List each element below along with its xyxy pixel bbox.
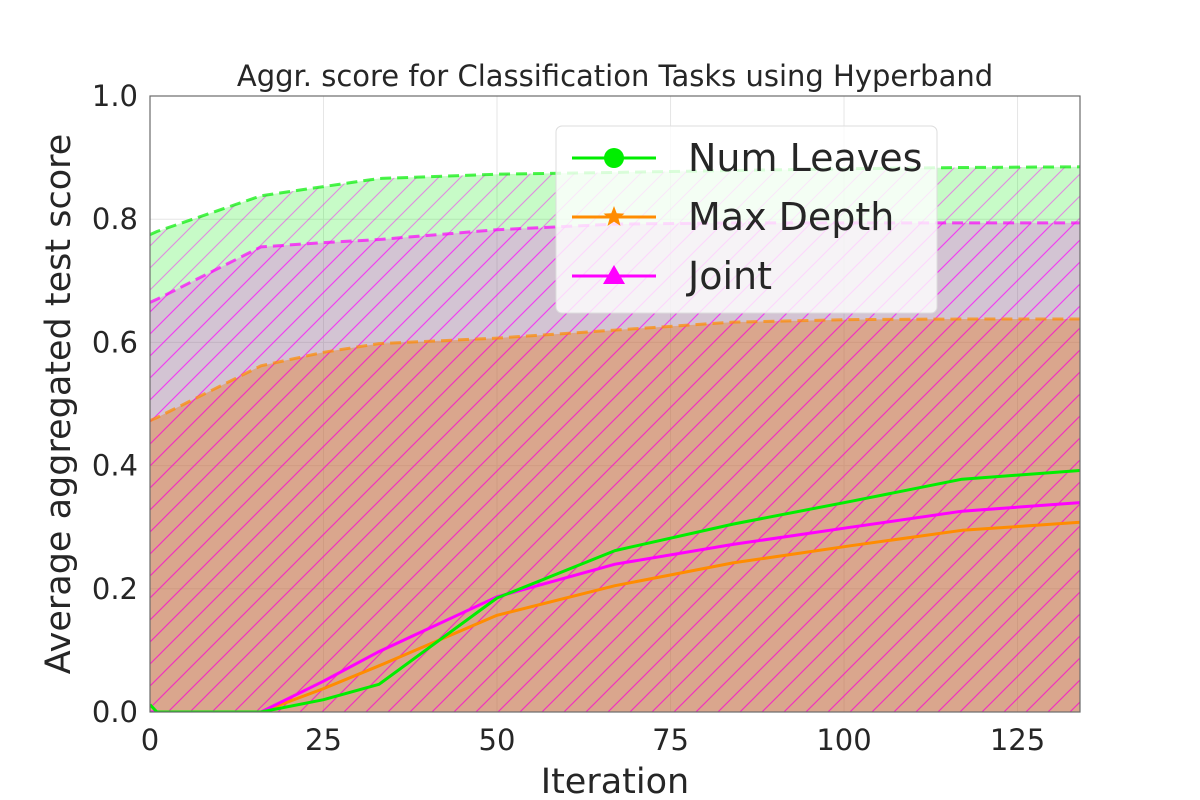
mean-lines: [150, 469, 1080, 712]
x-tick-label: 25: [305, 723, 342, 757]
plot-frame: [149, 95, 1081, 713]
legend: Num Leaves Max Depth Joint: [555, 125, 938, 314]
mean-line-num-leaves: [150, 469, 1080, 712]
legend-marker-max-depth: [603, 206, 625, 226]
x-tick-label: 75: [652, 723, 689, 757]
y-tick-label: 0.0: [92, 695, 138, 729]
mean-line-max-depth: [150, 520, 1080, 712]
y-tick-label: 1.0: [92, 79, 138, 113]
legend-label-joint: Joint: [686, 254, 772, 298]
legend-label-num-leaves: Num Leaves: [688, 136, 922, 180]
x-tick-label: 50: [479, 723, 516, 757]
x-tick-label: 100: [816, 723, 871, 757]
y-axis-label: Average aggregated test score: [39, 134, 79, 675]
y-tick-label: 0.6: [92, 325, 138, 359]
upper-line-max-depth: [150, 317, 1080, 422]
y-tick-label: 0.2: [92, 572, 138, 606]
x-axis: 0 25 50 75 100 125: [141, 723, 1045, 757]
chart-title: Aggr. score for Classification Tasks usi…: [237, 59, 993, 93]
band-hatch-max-depth: [150, 319, 1080, 712]
legend-marker-joint: [603, 265, 625, 284]
y-axis: 0.0 0.2 0.4 0.6 0.8 1.0: [92, 79, 138, 729]
legend-marker-num-leaves: [604, 148, 624, 168]
legend-label-max-depth: Max Depth: [688, 195, 894, 239]
x-axis-label: Iteration: [541, 762, 689, 800]
y-tick-label: 0.4: [92, 449, 138, 483]
x-tick-label: 125: [990, 723, 1045, 757]
legend-box: [555, 125, 938, 314]
band-overlap: [150, 319, 1080, 712]
y-tick-label: 0.8: [92, 202, 138, 236]
x-tick-label: 0: [141, 723, 159, 757]
